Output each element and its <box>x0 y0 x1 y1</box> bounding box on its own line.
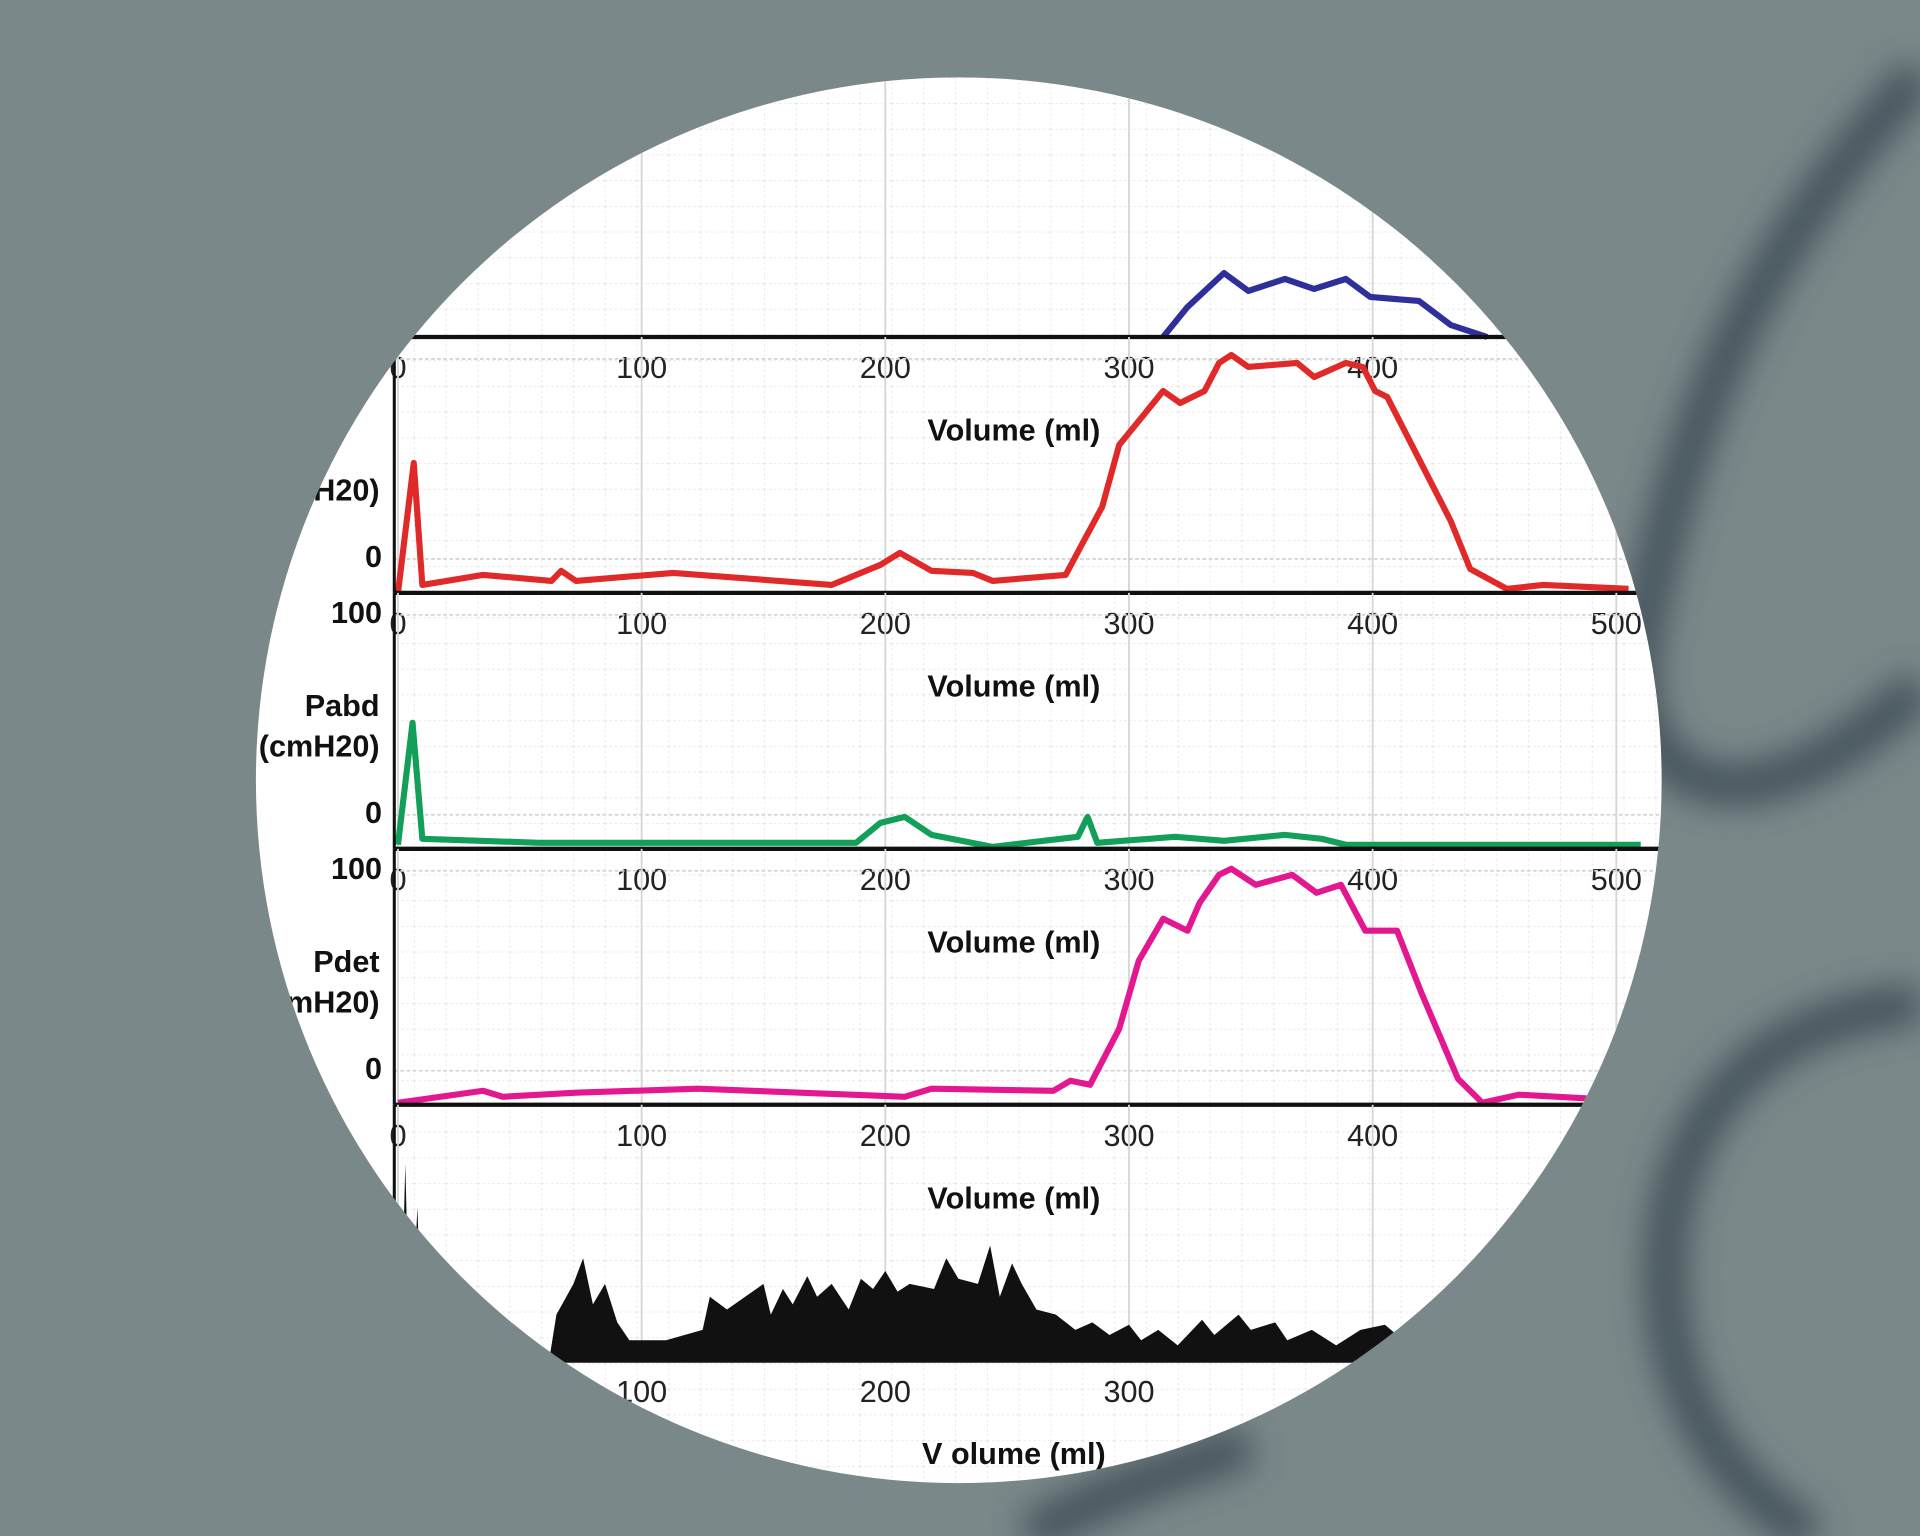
minor-grid <box>394 77 1662 1484</box>
x-axis-label: Volume (ml) <box>927 925 1100 959</box>
x-tick-label: 500 <box>1591 1119 1642 1153</box>
x-tick-label: 500 <box>1591 1375 1642 1409</box>
y-tick-label: 100 <box>331 852 382 886</box>
x-axis-label: Volume (ml) <box>927 670 1100 704</box>
line <box>394 351 1629 594</box>
y-axis-label: Pabd <box>305 689 380 723</box>
x-axis-label: V olume (ml) <box>922 1437 1106 1471</box>
x-tick-label: 0 <box>389 1375 406 1409</box>
y-tick-label: 0 <box>365 796 382 830</box>
y-axis-label: (cmH20) <box>259 730 380 764</box>
x-tick-label: 200 <box>860 1375 911 1409</box>
x-tick-label: 400 <box>1347 1375 1398 1409</box>
x-tick-label: 500 <box>1591 351 1642 385</box>
x-axis-label: Volume (ml) <box>927 414 1100 448</box>
y-tick-label: 100 <box>331 340 382 374</box>
x-tick-label: 300 <box>1103 1375 1154 1409</box>
x-tick-label: 100 <box>616 1375 667 1409</box>
y-tick-label: 0 <box>365 540 382 574</box>
line <box>1160 270 1489 340</box>
line <box>394 719 1641 850</box>
y-axis-label: Pdet <box>313 945 379 979</box>
y-tick-label: 0 <box>365 1052 382 1086</box>
line <box>397 865 1593 1106</box>
y-axis-label: (cmH20) <box>259 474 380 508</box>
y-axis-label: (cmH20) <box>259 985 380 1019</box>
x-axis-label: Volume (ml) <box>927 1181 1100 1215</box>
area <box>400 1163 1402 1361</box>
y-tick-label: 100 <box>331 596 382 630</box>
